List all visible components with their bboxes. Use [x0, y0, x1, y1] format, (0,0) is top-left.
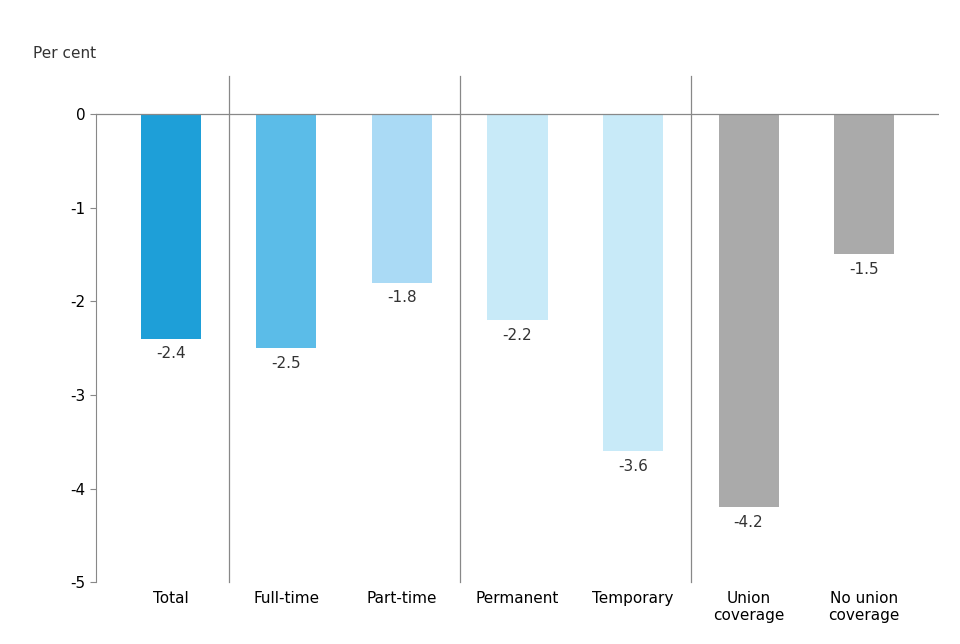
Bar	[718, 114, 779, 507]
Bar	[141, 114, 201, 339]
Bar	[603, 114, 663, 451]
Bar	[488, 114, 547, 320]
Text: -4.2: -4.2	[733, 515, 763, 530]
Text: Per cent: Per cent	[33, 46, 96, 61]
Bar	[256, 114, 317, 348]
Text: -3.6: -3.6	[618, 459, 648, 474]
Bar	[834, 114, 894, 254]
Text: -1.8: -1.8	[387, 290, 417, 305]
Text: -2.4: -2.4	[156, 346, 185, 361]
Bar	[372, 114, 432, 283]
Text: -1.5: -1.5	[850, 262, 879, 277]
Text: -2.2: -2.2	[503, 328, 532, 343]
Text: -2.5: -2.5	[272, 355, 301, 371]
